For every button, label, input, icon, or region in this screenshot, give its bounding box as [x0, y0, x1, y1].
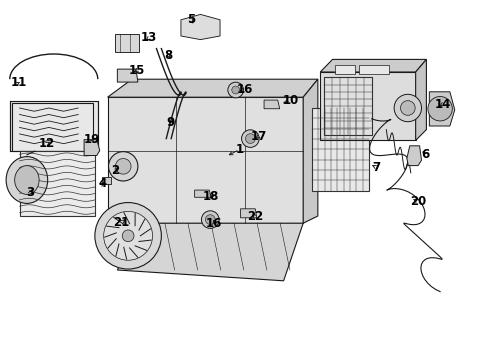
Text: 22: 22: [246, 210, 263, 223]
Bar: [311, 108, 368, 191]
Bar: [12, 103, 93, 151]
Polygon shape: [428, 92, 454, 126]
Circle shape: [103, 211, 152, 260]
Text: 15: 15: [128, 64, 145, 77]
Circle shape: [108, 152, 138, 181]
Polygon shape: [406, 146, 421, 166]
Text: 6: 6: [421, 148, 428, 161]
Polygon shape: [10, 101, 98, 151]
Polygon shape: [181, 14, 220, 40]
Polygon shape: [117, 223, 303, 281]
Polygon shape: [320, 72, 415, 140]
Circle shape: [122, 230, 134, 242]
Text: 3: 3: [26, 186, 34, 199]
Polygon shape: [107, 97, 303, 223]
Circle shape: [393, 94, 421, 122]
Text: 8: 8: [164, 49, 172, 62]
Circle shape: [201, 211, 219, 228]
Circle shape: [205, 215, 215, 225]
Text: 16: 16: [236, 83, 252, 96]
Polygon shape: [415, 59, 426, 140]
Polygon shape: [194, 190, 211, 197]
Bar: [359, 65, 388, 74]
Circle shape: [227, 82, 243, 98]
Circle shape: [245, 134, 255, 144]
Text: 12: 12: [38, 138, 55, 150]
Polygon shape: [102, 177, 111, 184]
Circle shape: [231, 86, 239, 94]
Bar: [20, 151, 95, 216]
Text: 5: 5: [186, 13, 194, 26]
Circle shape: [400, 101, 414, 115]
Circle shape: [115, 158, 131, 174]
Text: 17: 17: [250, 130, 267, 143]
Text: 13: 13: [141, 31, 157, 44]
Circle shape: [427, 96, 451, 121]
Ellipse shape: [15, 166, 39, 194]
Text: 2: 2: [111, 165, 119, 177]
Text: 9: 9: [166, 116, 174, 129]
Text: 18: 18: [203, 190, 219, 203]
Text: 11: 11: [10, 76, 27, 89]
Text: 19: 19: [83, 133, 100, 146]
Polygon shape: [240, 209, 256, 218]
Text: 16: 16: [205, 217, 222, 230]
Bar: [324, 77, 371, 135]
Ellipse shape: [6, 157, 48, 203]
Polygon shape: [84, 140, 100, 156]
Polygon shape: [264, 100, 279, 109]
Text: 7: 7: [372, 161, 380, 174]
Text: 1: 1: [235, 143, 243, 156]
Polygon shape: [115, 34, 139, 52]
Circle shape: [95, 203, 161, 269]
Polygon shape: [107, 79, 317, 97]
Text: 14: 14: [433, 98, 450, 111]
Polygon shape: [303, 79, 317, 223]
Text: 21: 21: [113, 216, 129, 229]
Text: 20: 20: [409, 195, 426, 208]
Polygon shape: [320, 59, 426, 72]
Bar: [334, 65, 354, 74]
Circle shape: [241, 130, 259, 147]
Text: 10: 10: [282, 94, 299, 107]
Polygon shape: [117, 69, 138, 82]
Text: 4: 4: [99, 177, 106, 190]
